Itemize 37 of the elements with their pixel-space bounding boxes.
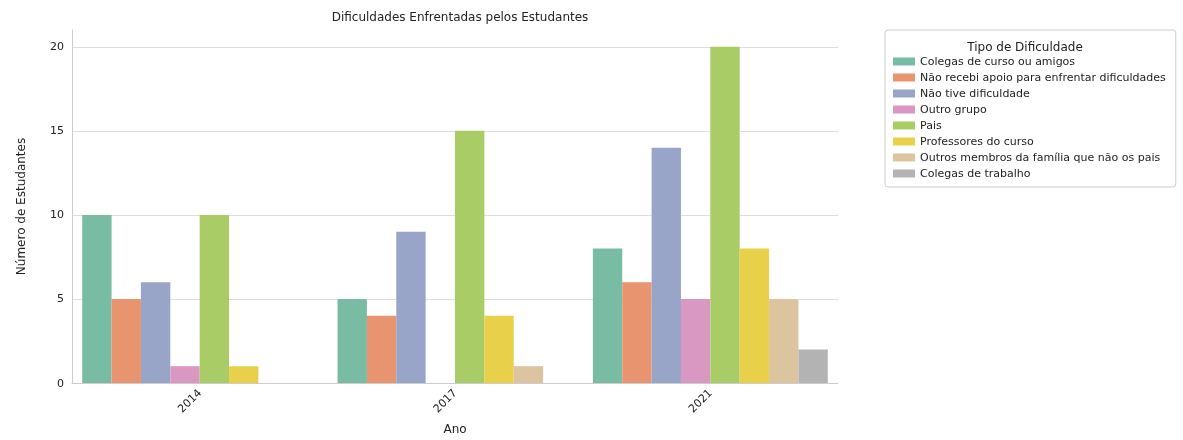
y-tick-label: 20 bbox=[50, 40, 64, 54]
y-tick-label: 5 bbox=[57, 292, 64, 306]
y-axis-title: Número de Estudantes bbox=[14, 137, 28, 276]
bar bbox=[769, 298, 799, 383]
bar bbox=[739, 248, 770, 383]
bar bbox=[337, 298, 367, 383]
y-tick-label: 10 bbox=[50, 208, 64, 222]
y-tick-label: 0 bbox=[57, 376, 64, 390]
legend-label: Professores do curso bbox=[920, 135, 1035, 148]
legend-label: Outro grupo bbox=[920, 103, 987, 116]
chart-title: Dificuldades Enfrentadas pelos Estudantes bbox=[331, 10, 589, 24]
bar bbox=[622, 282, 652, 383]
legend-label: Colegas de curso ou amigos bbox=[920, 55, 1076, 68]
legend-label: Outros membros da família que não os pais bbox=[920, 151, 1161, 164]
y-tick-label: 15 bbox=[50, 124, 64, 138]
bar bbox=[680, 298, 711, 383]
bar bbox=[798, 349, 828, 383]
legend-label: Não tive dificuldade bbox=[920, 87, 1031, 100]
bar bbox=[484, 315, 514, 383]
bar bbox=[651, 147, 681, 383]
x-axis-title: Ano bbox=[443, 422, 467, 436]
bar bbox=[170, 366, 200, 383]
legend-label: Pais bbox=[920, 119, 942, 132]
legend-title: Tipo de Dificuldade bbox=[966, 40, 1083, 54]
bar bbox=[592, 248, 623, 383]
bar bbox=[229, 366, 259, 383]
bar bbox=[513, 366, 544, 383]
legend-label: Não recebi apoio para enfrentar dificuldades bbox=[920, 71, 1167, 84]
bar bbox=[366, 315, 397, 383]
bar bbox=[710, 46, 740, 383]
bar bbox=[140, 282, 171, 383]
legend-label: Colegas de trabalho bbox=[920, 167, 1031, 180]
bar bbox=[111, 298, 141, 383]
bar bbox=[82, 214, 112, 383]
bar bbox=[455, 130, 485, 383]
bar bbox=[396, 231, 426, 383]
bar bbox=[199, 214, 230, 383]
